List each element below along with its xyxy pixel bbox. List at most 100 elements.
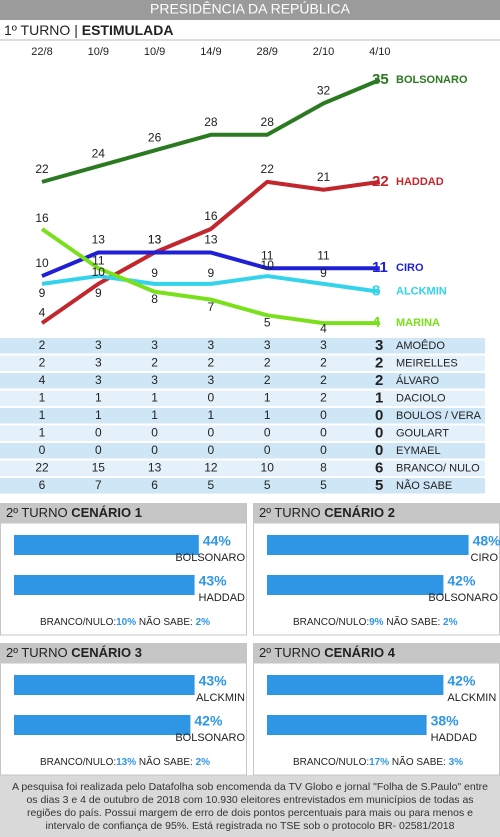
note-label: NÃO SABE:	[139, 755, 193, 768]
note-value: 13%	[116, 757, 136, 768]
row-label: NÃO SABE	[396, 479, 452, 492]
table-cell: 1	[264, 408, 271, 422]
table-cell: 2	[39, 338, 46, 352]
panel-box	[0, 662, 247, 776]
bar	[267, 715, 427, 735]
value-label: 43%	[199, 673, 228, 689]
note-value: 9%	[369, 617, 384, 628]
table-row-bg	[0, 425, 485, 441]
data-label: 28	[261, 115, 275, 129]
data-label: 11	[92, 253, 105, 267]
table-row-bg	[0, 390, 485, 406]
bar	[14, 535, 199, 555]
title-part: 1º TURNO |	[4, 22, 78, 38]
table-row-bg	[0, 338, 485, 354]
panel-header	[253, 503, 500, 523]
table-row-bg	[0, 373, 485, 389]
note-label: NÃO SABE:	[386, 615, 440, 628]
table-cell: 0	[264, 443, 271, 457]
x-tick-label: 14/9	[200, 46, 221, 58]
panel-header	[253, 643, 500, 663]
table-cell: 1	[151, 408, 158, 422]
table-cell: 0	[151, 426, 158, 440]
table-cell-bold: 1	[375, 389, 383, 406]
data-label: 11	[261, 248, 274, 262]
title-bold: CENÁRIO 4	[324, 645, 396, 660]
table-cell-bold: 5	[375, 477, 383, 494]
series-line	[41, 274, 381, 294]
category-label: BOLSONARO	[175, 732, 245, 744]
data-label: 13	[148, 233, 162, 247]
panel-title: 2º TURNO CENÁRIO 1	[6, 505, 142, 520]
table-cell-bold: 2	[375, 354, 383, 371]
end-value-label: 22	[372, 173, 389, 190]
legend-label: CIRO	[396, 262, 424, 274]
table-cell: 1	[95, 391, 102, 405]
data-label: 13	[148, 233, 162, 247]
data-label: 22	[35, 162, 49, 176]
data-label: 13	[204, 233, 218, 247]
category-label: BOLSONARO	[175, 552, 245, 564]
series-line	[40, 227, 380, 326]
table-cell-bold: 6	[375, 459, 383, 476]
title-part: 2º TURNO	[259, 505, 321, 520]
table-cell: 2	[39, 356, 46, 370]
table-cell: 2	[320, 391, 327, 405]
bar	[267, 675, 444, 695]
value-label: 48%	[473, 533, 500, 549]
data-label: 13	[92, 233, 106, 247]
table-cell: 3	[151, 373, 158, 387]
table-cell: 13	[148, 461, 162, 475]
legend-label: MARINA	[396, 317, 440, 329]
table-cell: 7	[95, 478, 102, 492]
x-tick-label: 28/9	[256, 46, 277, 58]
table-cell: 1	[39, 408, 46, 422]
table-cell-bold: 0	[375, 424, 383, 441]
table-cell: 2	[151, 356, 158, 370]
table-cell: 3	[208, 373, 215, 387]
table-cell: 15	[92, 461, 106, 475]
category-label: BOLSONARO	[428, 592, 498, 604]
data-label: 11	[317, 248, 330, 262]
table-row-bg	[0, 478, 485, 494]
panel-notes: BRANCO/NULO:10% NÃO SABE: 2%	[40, 615, 210, 628]
legend-label: HADDAD	[396, 176, 444, 188]
row-label: GOULART	[396, 427, 449, 439]
row-label: BRANCO/ NULO	[396, 462, 480, 474]
table-cell: 22	[35, 461, 49, 475]
series-line	[41, 78, 381, 184]
data-label: 26	[148, 131, 162, 145]
table-cell: 2	[320, 356, 327, 370]
bar	[14, 575, 195, 595]
table-cell: 1	[151, 391, 158, 405]
table-cell: 0	[208, 443, 215, 457]
data-label: 24	[92, 146, 106, 160]
table-cell: 2	[264, 356, 271, 370]
table-cell-bold: 0	[375, 442, 383, 459]
page-title: PRESIDÊNCIA DA REPÚBLICA	[150, 1, 351, 17]
table-row-bg	[0, 460, 485, 476]
table-cell: 3	[95, 356, 102, 370]
table-cell: 3	[95, 373, 102, 387]
chart-title: 1º TURNO | ESTIMULADA	[4, 22, 174, 38]
data-label: 7	[208, 300, 215, 314]
data-label: 22	[261, 162, 275, 176]
panel-notes: BRANCO/NULO:13% NÃO SABE: 2%	[40, 755, 210, 768]
table-row-bg	[0, 443, 485, 459]
table-cell: 0	[320, 408, 327, 422]
end-value-label: 4	[372, 314, 381, 331]
footer-line: intervalo de confiança de 95%. Está regi…	[46, 820, 455, 832]
x-tick-label: 10/9	[144, 46, 165, 58]
table-cell: 3	[208, 338, 215, 352]
bar	[267, 575, 444, 595]
data-label: 10	[261, 258, 275, 272]
row-label: DACIOLO	[396, 392, 446, 404]
note-label: BRANCO/NULO:	[40, 617, 116, 628]
data-label: 21	[317, 170, 331, 184]
row-label: MEIRELLES	[396, 357, 458, 369]
value-label: 43%	[199, 573, 228, 589]
note-value: 2%	[196, 757, 211, 768]
data-label: 10	[35, 256, 49, 270]
panel-header	[0, 503, 247, 523]
table-cell: 6	[39, 478, 46, 492]
